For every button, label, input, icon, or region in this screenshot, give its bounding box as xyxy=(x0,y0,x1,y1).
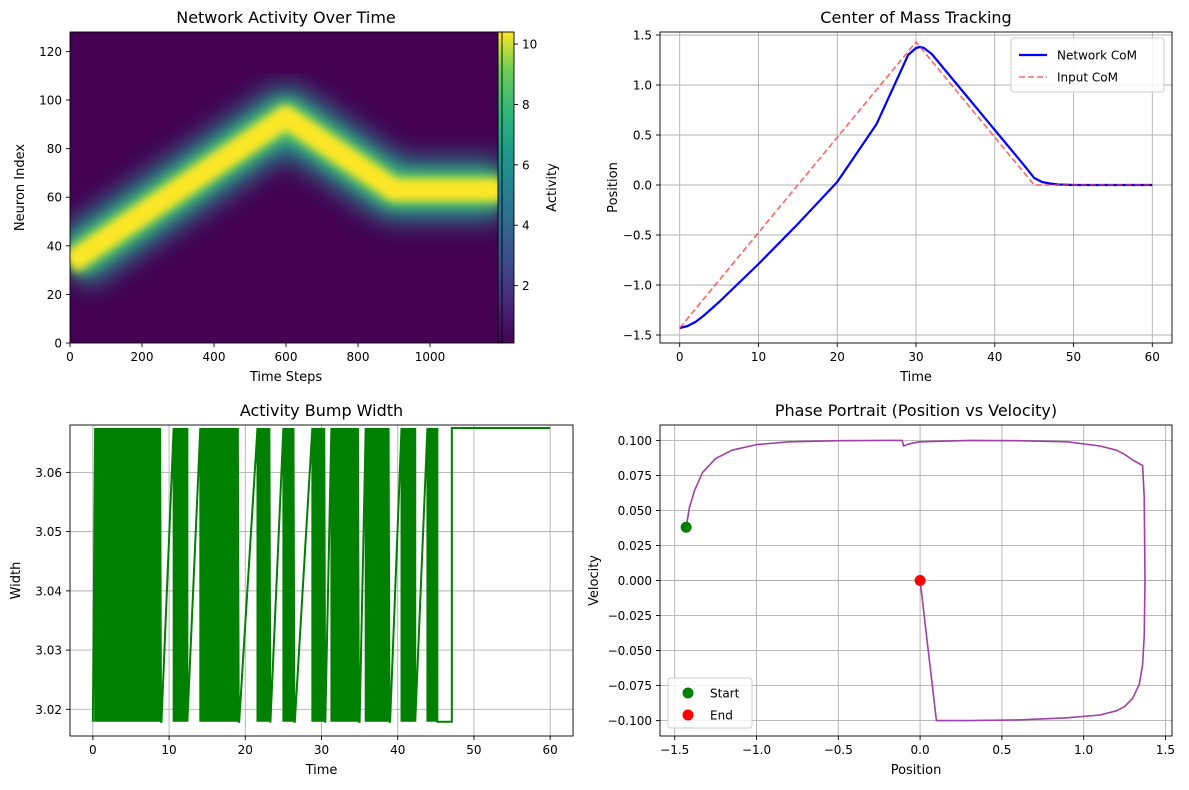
x-tick-label: 600 xyxy=(275,350,298,364)
x-tick-label: 60 xyxy=(542,743,557,757)
y-tick-label: 100 xyxy=(39,94,62,108)
colorbar-tick-label: 6 xyxy=(522,158,530,172)
x-tick-label: 0 xyxy=(89,743,97,757)
x-tick-label: 10 xyxy=(751,350,766,364)
x-tick-label: 0 xyxy=(66,350,74,364)
marker-1 xyxy=(680,521,692,533)
legend-label-2: End xyxy=(710,709,733,723)
x-axis-label: Time xyxy=(899,370,932,385)
series-group xyxy=(680,439,1146,722)
x-tick-label: 200 xyxy=(131,350,154,364)
y-tick-label: 3.05 xyxy=(35,525,62,539)
y-tick-label: −1.5 xyxy=(623,329,652,343)
chart-4: −1.5 −1.0 −0.5 0.0 0.5 1.0 1.5 −0.100 −0.075 −0.0… xyxy=(587,401,1175,778)
series-line-1 xyxy=(685,439,1146,722)
x-axis-label: Time Steps xyxy=(249,370,323,385)
y-tick-label: −0.100 xyxy=(608,714,652,728)
y-tick-label: 0.100 xyxy=(618,434,652,448)
y-axis-label: Position xyxy=(606,162,621,213)
legend-swatch-1 xyxy=(682,687,694,699)
colorbar-tick-label: 10 xyxy=(522,38,537,52)
x-tick-label: 800 xyxy=(347,350,370,364)
y-tick-label: 0.025 xyxy=(618,539,652,553)
legend-label-2: Input CoM xyxy=(1057,71,1118,85)
x-tick-label: 0.5 xyxy=(992,743,1011,757)
x-tick-label: 1.5 xyxy=(1156,743,1175,757)
y-tick-label: 3.03 xyxy=(35,644,62,658)
legend-swatch-2 xyxy=(682,709,694,721)
series-line-2 xyxy=(679,41,1153,329)
series-group xyxy=(679,41,1153,330)
colorbar-tick-label: 8 xyxy=(522,98,530,112)
x-tick-label: 0 xyxy=(676,350,684,364)
y-tick-label: 1.5 xyxy=(633,29,652,43)
colorbar-tick-label: 4 xyxy=(522,219,530,233)
bump-core xyxy=(70,106,502,272)
y-tick-label: 3.06 xyxy=(35,466,62,480)
y-tick-label: −1.0 xyxy=(623,279,652,293)
x-tick-label: 20 xyxy=(238,743,253,757)
chart-3: 0 10 20 30 40 50 60 3.02 3.03 3.04 3.05 3.06 Activit… xyxy=(9,401,574,778)
x-tick-label: 30 xyxy=(314,743,329,757)
y-tick-label: −0.025 xyxy=(608,609,652,623)
y-tick-label: −0.075 xyxy=(608,679,652,693)
chart-title: Center of Mass Tracking xyxy=(820,8,1011,27)
x-tick-label: 400 xyxy=(203,350,226,364)
chart-2: 0 10 20 30 40 50 60 −1.5 −1.0 −0.5 0.0 0.5 1.0 1.5 Cen… xyxy=(606,8,1173,385)
x-tick-label: −1.5 xyxy=(660,743,689,757)
chart-title: Network Activity Over Time xyxy=(176,8,396,27)
y-tick-label: −0.050 xyxy=(608,644,652,658)
legend-label-1: Start xyxy=(710,687,740,701)
y-tick-label: 0.0 xyxy=(633,179,652,193)
heatmap-image xyxy=(70,32,502,343)
legend-label-1: Network CoM xyxy=(1057,49,1137,63)
x-tick-label: 1000 xyxy=(415,350,446,364)
y-tick-label: 60 xyxy=(47,191,62,205)
marker-2 xyxy=(914,575,926,586)
y-tick-label: −0.5 xyxy=(623,229,652,243)
x-tick-label: 50 xyxy=(1066,350,1081,364)
y-tick-label: 120 xyxy=(39,45,62,59)
x-tick-label: 0.0 xyxy=(911,743,930,757)
legend-box xyxy=(1010,37,1165,93)
y-tick-label: 40 xyxy=(47,239,62,253)
x-tick-label: 50 xyxy=(466,743,481,757)
x-tick-label: 40 xyxy=(390,743,405,757)
y-tick-label: 0.000 xyxy=(618,574,652,588)
y-tick-label: 0.5 xyxy=(633,129,652,143)
colorbar-tick-label: 2 xyxy=(522,279,530,293)
y-tick-label: 0 xyxy=(54,337,62,351)
colorbar xyxy=(497,31,515,344)
y-axis-label: Width xyxy=(9,562,24,600)
chart-title: Activity Bump Width xyxy=(240,401,403,420)
y-tick-label: 0.075 xyxy=(618,469,652,483)
y-tick-label: 3.04 xyxy=(35,584,62,598)
y-tick-label: 20 xyxy=(47,288,62,302)
x-axis-label: Time xyxy=(305,763,338,778)
y-tick-label: 3.02 xyxy=(35,703,62,717)
chart-title: Phase Portrait (Position vs Velocity) xyxy=(775,401,1057,420)
x-tick-label: 20 xyxy=(830,350,845,364)
series-line-1 xyxy=(679,45,1153,330)
x-tick-label: 10 xyxy=(161,743,176,757)
chart-1: 2 4 6 8 10 Activity 0 200 400 600 800 1000 0 20 40 60 80… xyxy=(13,8,560,385)
legend: Start End xyxy=(667,677,753,729)
colorbar-label: Activity xyxy=(545,163,560,212)
x-tick-label: 30 xyxy=(908,350,923,364)
legend: Network CoM Input CoM xyxy=(1010,37,1165,93)
x-tick-label: −1.0 xyxy=(742,743,771,757)
y-axis-label: Neuron Index xyxy=(13,144,28,231)
x-tick-label: 60 xyxy=(1145,350,1160,364)
y-axis-label: Velocity xyxy=(587,555,602,606)
x-tick-label: 40 xyxy=(987,350,1002,364)
y-tick-label: 80 xyxy=(47,142,62,156)
x-axis-label: Position xyxy=(891,763,942,778)
x-tick-label: −0.5 xyxy=(824,743,853,757)
y-tick-label: 0.050 xyxy=(618,504,652,518)
y-tick-label: 1.0 xyxy=(633,79,652,93)
x-tick-label: 1.0 xyxy=(1074,743,1093,757)
